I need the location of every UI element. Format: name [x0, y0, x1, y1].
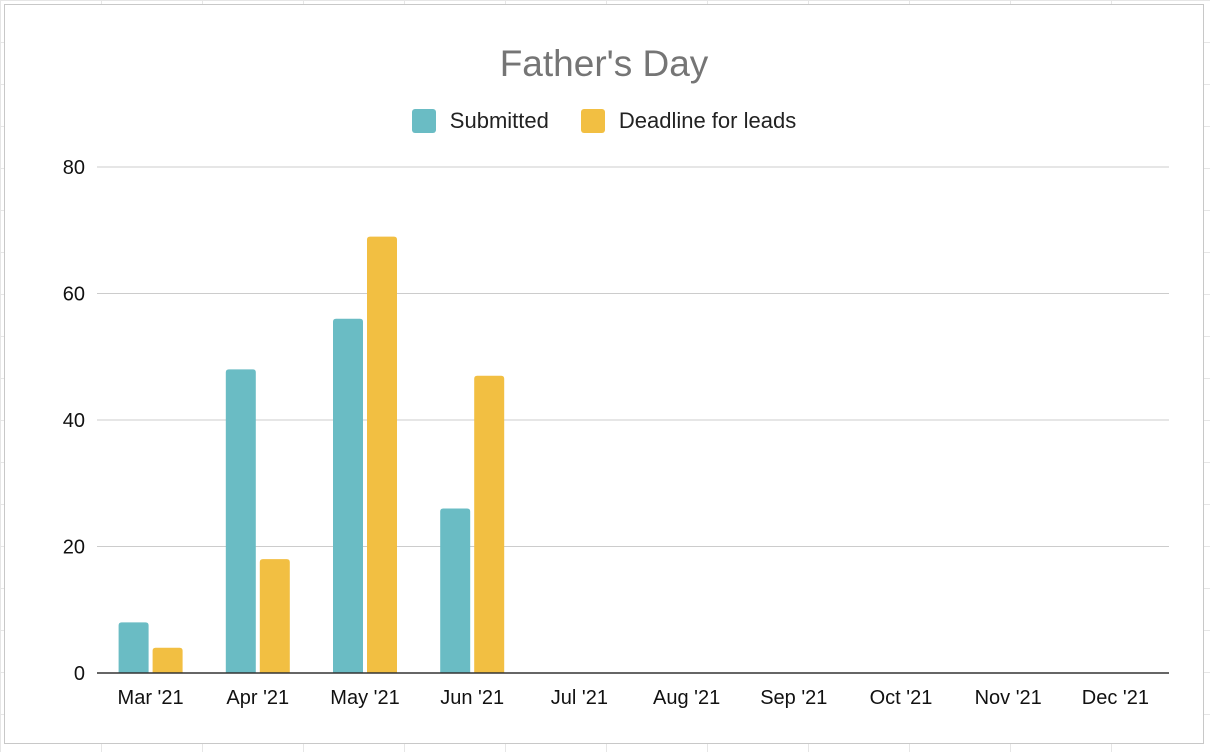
bar-submitted: [118, 622, 149, 673]
bar-submitted: [440, 508, 471, 673]
x-tick-label: Dec '21: [1082, 687, 1149, 709]
legend-label-deadline-for-leads: Deadline for leads: [618, 108, 797, 133]
bar-submitted: [225, 369, 256, 673]
bar-chart-plot: 0 20 40 60 80 Mar '21 Apr '21 May '21 Jun '21 Jul…: [63, 157, 1169, 709]
bar-submitted: [333, 318, 363, 673]
x-tick-label: Aug '21: [653, 687, 720, 709]
bar-deadline-for-leads: [367, 236, 397, 673]
y-tick-label: 20: [63, 537, 85, 559]
x-tick-label: Oct '21: [870, 687, 933, 709]
bar-deadline-for-leads: [474, 375, 505, 673]
chart-legend: Submitted Deadline for leads: [5, 107, 1203, 135]
y-tick-label: 80: [63, 157, 85, 179]
x-tick-label: Sep '21: [760, 687, 827, 709]
x-tick-label: May '21: [330, 687, 399, 709]
legend-swatch-deadline-for-leads: [580, 109, 605, 133]
y-tick-label: 40: [63, 410, 85, 432]
legend-label-submitted: Submitted: [449, 108, 549, 133]
legend-item-submitted[interactable]: Submitted: [411, 108, 549, 134]
chart-title: Father's Day: [499, 43, 709, 84]
x-tick-label: Apr '21: [226, 687, 289, 709]
chart-container[interactable]: Father's Day Submitted Deadline for lead…: [4, 4, 1204, 744]
x-tick-label: Mar '21: [118, 687, 184, 709]
x-tick-label: Nov '21: [975, 687, 1042, 709]
x-tick-label: Jul '21: [551, 687, 608, 709]
y-tick-label: 0: [74, 663, 85, 685]
bar-deadline-for-leads: [259, 559, 290, 673]
bar-deadline-for-leads: [152, 647, 183, 673]
legend-swatch-submitted: [411, 109, 436, 133]
x-tick-label: Jun '21: [440, 687, 504, 709]
y-tick-label: 60: [63, 284, 85, 306]
legend-item-deadline-for-leads[interactable]: Deadline for leads: [580, 108, 797, 134]
